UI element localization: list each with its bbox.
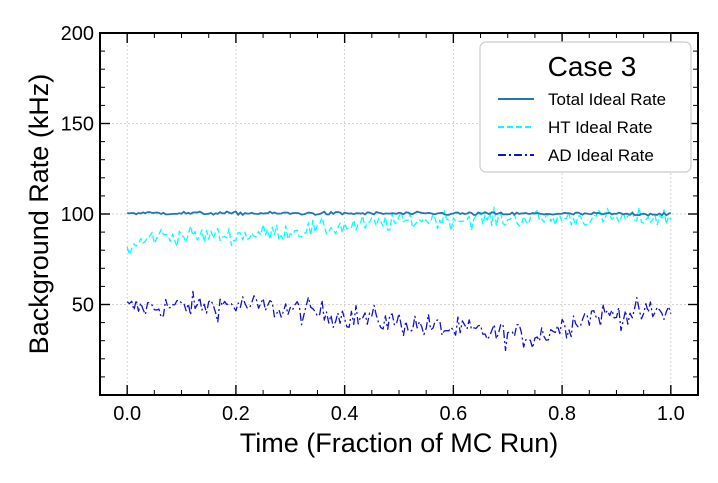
y-tick-label: 50 [72,295,94,317]
legend-label-ht: HT Ideal Rate [548,118,653,137]
y-tick-label: 150 [61,114,94,136]
x-tick-label: 0.0 [113,403,141,425]
x-tick-label: 1.0 [657,403,685,425]
y-tick-label: 100 [61,204,94,226]
y-tick-label: 200 [61,23,94,45]
x-tick-label: 0.2 [222,403,250,425]
legend-label-total: Total Ideal Rate [548,90,666,109]
series-line-0 [127,210,672,217]
legend-label-ad: AD Ideal Rate [548,146,654,165]
x-tick-label: 0.8 [548,403,576,425]
legend-title: Case 3 [548,51,637,82]
series-layer [126,206,672,352]
series-line-1 [126,206,672,256]
legend: Case 3 Total Ideal Rate HT Ideal Rate AD… [479,41,692,173]
ticks: 0.0 0.2 0.4 0.6 0.8 1.0 50 100 150 200 [61,23,698,425]
series-line-2 [126,290,672,352]
x-tick-label: 0.6 [439,403,467,425]
y-axis-label: Background Rate (kHz) [24,74,54,355]
legend-box [479,41,692,173]
x-tick-label: 0.4 [331,403,359,425]
x-axis-label: Time (Fraction of MC Run) [240,428,559,458]
